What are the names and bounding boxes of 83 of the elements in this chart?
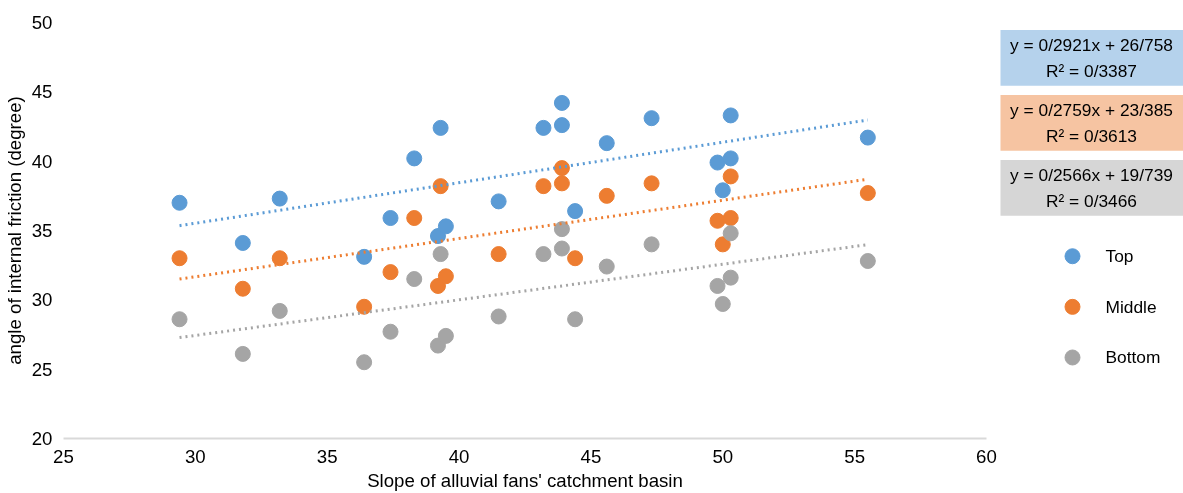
point (382, 264, 399, 281)
point (722, 210, 739, 227)
point (356, 354, 373, 371)
point (722, 107, 739, 124)
text: y = 0/2921x + 26/758 R² = 0/3387 (1010, 34, 1173, 81)
text: y = 0/2759x + 23/385 R² = 0/3613 (1010, 99, 1173, 146)
y-tick-label: 50 (31, 12, 53, 33)
x-tick-label: 55 (844, 445, 866, 467)
point (490, 308, 507, 325)
point (553, 94, 570, 111)
point (437, 327, 454, 344)
point (567, 203, 584, 220)
point (598, 187, 615, 204)
x-axis-title: Slope of alluvial fans' catchment basin (367, 469, 683, 491)
point (722, 269, 739, 286)
point (171, 194, 188, 211)
point (553, 160, 570, 177)
point (714, 236, 731, 253)
y-tick-label: 45 (31, 81, 53, 103)
point (714, 182, 731, 199)
point (567, 311, 584, 328)
text: y = 0/2566x + 19/739 R² = 0/3466 (1010, 164, 1173, 211)
point (271, 302, 288, 319)
point (437, 268, 454, 285)
point (234, 234, 251, 251)
point (643, 110, 660, 127)
x-tick-label: 45 (580, 445, 602, 467)
point (490, 246, 507, 263)
point (567, 250, 584, 267)
point (490, 193, 507, 210)
y-axis-title: angle of internal friction (degree) (3, 96, 25, 365)
point (553, 240, 570, 257)
point (382, 210, 399, 227)
y-tick-label: 20 (31, 428, 53, 449)
point (432, 178, 449, 195)
legend-label: Middle (1105, 296, 1157, 317)
point (598, 135, 615, 152)
point (553, 175, 570, 192)
point (553, 221, 570, 238)
legend-label: Top (1105, 246, 1134, 267)
point (437, 218, 454, 235)
point (406, 150, 423, 167)
point (271, 250, 288, 267)
legend-label: Bottom (1105, 347, 1161, 368)
x-tick-label: 30 (184, 445, 206, 467)
point (553, 117, 570, 134)
point (382, 323, 399, 340)
y-tick-label: 35 (31, 220, 53, 241)
y-tick-label: 40 (31, 150, 53, 172)
point (643, 236, 660, 253)
point (709, 212, 726, 229)
point (722, 168, 739, 185)
x-tick-label: 40 (448, 445, 470, 467)
point (709, 277, 726, 294)
point (722, 150, 739, 167)
point (714, 296, 731, 312)
x-tick-label: 25 (53, 445, 74, 467)
point (535, 246, 552, 263)
point (406, 271, 423, 288)
x-tick-label: 50 (712, 445, 734, 467)
point (171, 311, 188, 328)
point (859, 253, 876, 269)
point (709, 154, 726, 171)
x-tick-label: 35 (316, 445, 338, 467)
point (356, 248, 373, 265)
point (535, 119, 552, 136)
point (234, 280, 251, 297)
x-tick-label: 60 (976, 445, 997, 467)
point (859, 185, 876, 202)
point (535, 178, 552, 195)
point (432, 246, 449, 263)
point (432, 119, 449, 136)
point (271, 190, 288, 207)
point (234, 345, 251, 362)
y-tick-label: 25 (31, 358, 53, 380)
point (356, 298, 373, 315)
point (406, 210, 423, 227)
point (722, 225, 739, 242)
point (859, 129, 876, 146)
point (171, 250, 188, 267)
point (643, 175, 660, 192)
y-tick-label: 30 (31, 289, 53, 311)
point (598, 258, 615, 275)
